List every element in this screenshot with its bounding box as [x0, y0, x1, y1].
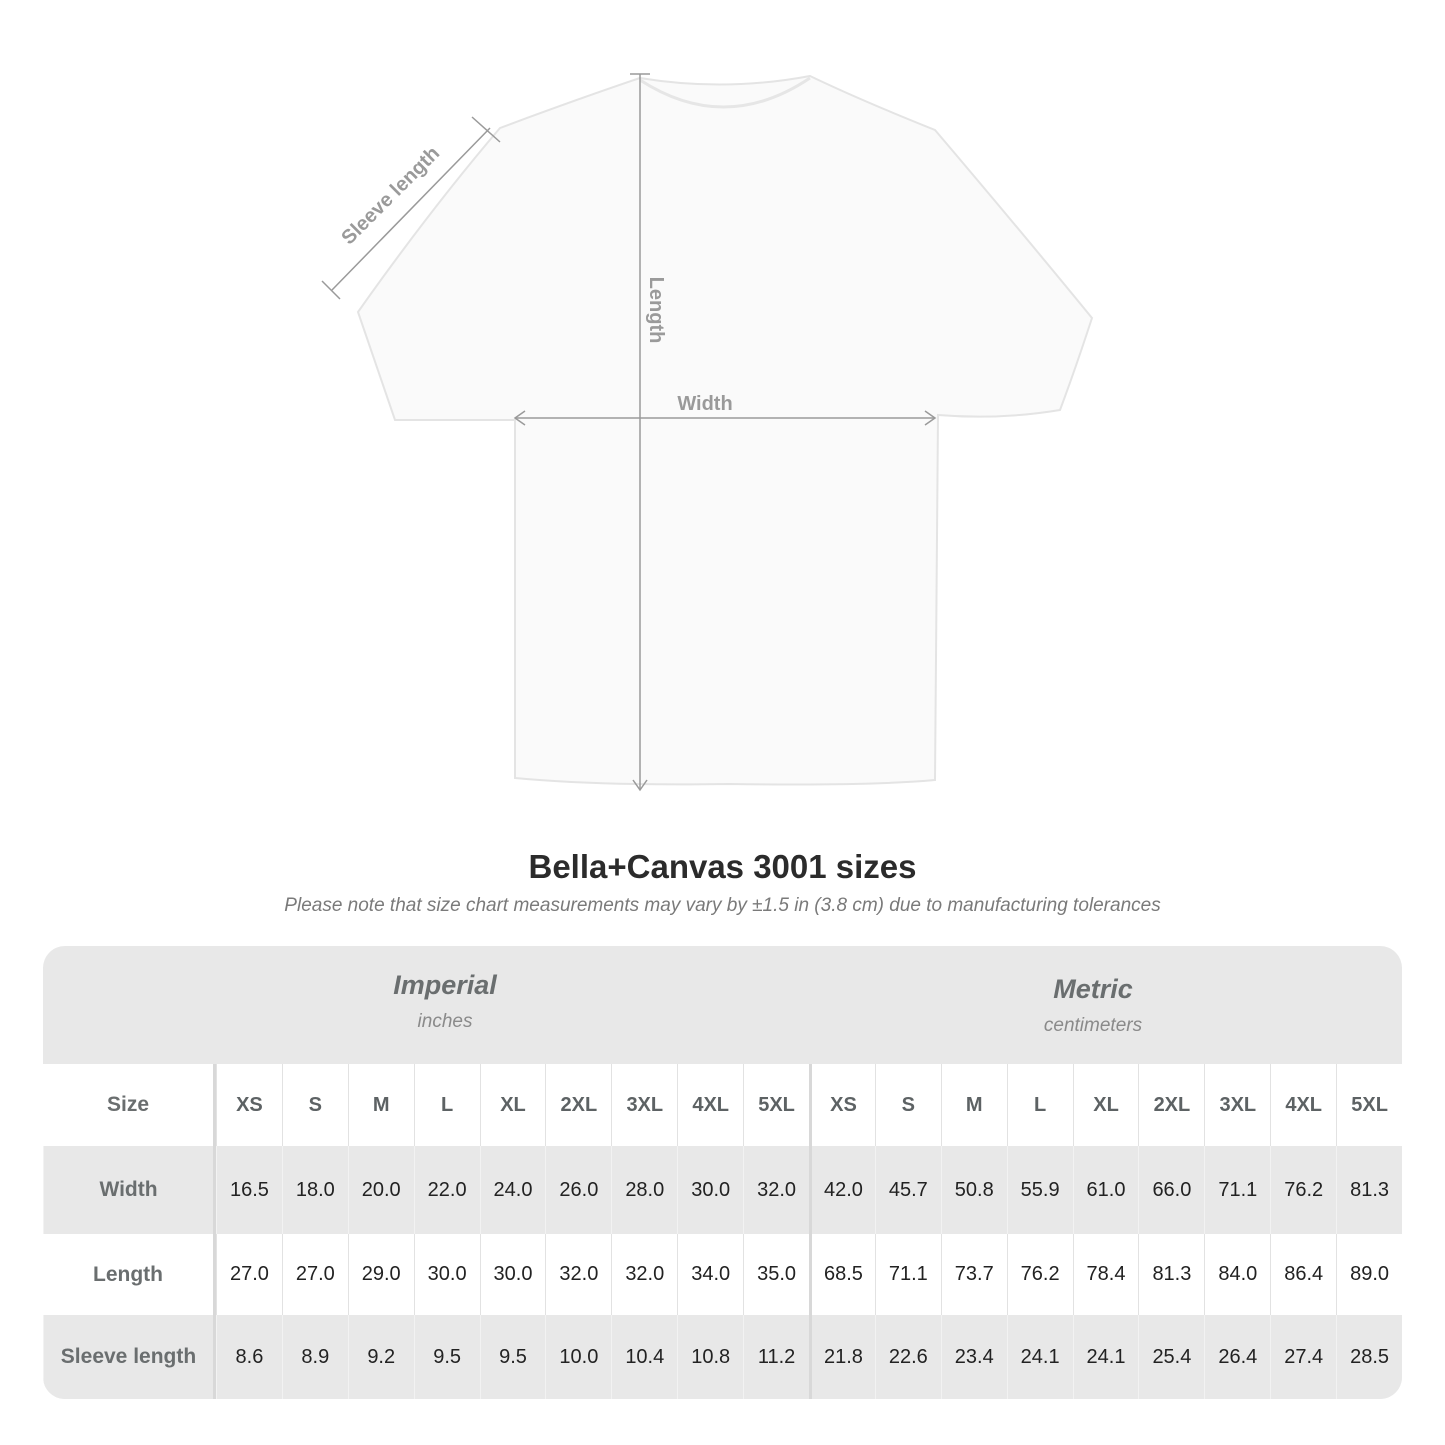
imperial-value-cell: 34.0: [677, 1234, 743, 1315]
imperial-size-header: 2XL: [545, 1064, 611, 1146]
metric-size-header: L: [1006, 1064, 1073, 1146]
metric-value-cell: 26.4: [1204, 1315, 1270, 1399]
imperial-value-cell: 8.9: [281, 1315, 348, 1399]
row-label: Length: [43, 1234, 216, 1315]
metric-value-cell: 24.1: [1072, 1315, 1139, 1399]
table-row: Length 27.0 27.0 29.0 30.0 30.0 32.0 32.0 34.0 35…: [43, 1234, 1402, 1315]
metric-value-cell: 55.9: [1006, 1146, 1073, 1234]
metric-value-cell: 81.3: [1138, 1234, 1204, 1315]
imperial-size-header: 4XL: [677, 1064, 743, 1146]
imperial-value-cell: 18.0: [281, 1146, 348, 1234]
tshirt-diagram: Sleeve length Length Width: [321, 73, 1094, 792]
imperial-value-cell: 8.6: [216, 1315, 282, 1399]
width-label: Width: [677, 393, 732, 415]
imperial-value-cell: 30.0: [413, 1234, 480, 1315]
imperial-header: Imperial inches: [195, 970, 695, 1033]
tshirt-collar: [639, 76, 811, 109]
metric-value-cell: 89.0: [1336, 1234, 1402, 1315]
metric-unit: centimeters: [1043, 1015, 1143, 1036]
imperial-value-cell: 24.0: [479, 1146, 546, 1234]
imperial-size-header: L: [413, 1064, 480, 1146]
metric-value-cell: 23.4: [940, 1315, 1007, 1399]
metric-value-cell: 27.4: [1270, 1315, 1336, 1399]
metric-size-header: 5XL: [1336, 1064, 1402, 1146]
imperial-value-cell: 27.0: [216, 1234, 282, 1315]
imperial-value-cell: 9.2: [347, 1315, 414, 1399]
metric-value-cell: 76.2: [1270, 1146, 1336, 1234]
imperial-value-cell: 32.0: [743, 1146, 809, 1234]
metric-size-header: XL: [1072, 1064, 1139, 1146]
imperial-value-cell: 10.0: [545, 1315, 611, 1399]
metric-value-cell: 50.8: [940, 1146, 1007, 1234]
imperial-value-cell: 26.0: [545, 1146, 611, 1234]
imperial-size-header: XS: [216, 1064, 282, 1146]
metric-value-cell: 71.1: [874, 1234, 941, 1315]
imperial-size-header: 3XL: [611, 1064, 677, 1146]
imperial-unit: inches: [417, 1011, 473, 1032]
imperial-value-cell: 27.0: [281, 1234, 348, 1315]
metric-value-cell: 45.7: [874, 1146, 941, 1234]
table-row: Width 16.5 18.0 20.0 22.0 24.0 26.0 28.0 30.0 32.…: [43, 1146, 1402, 1234]
imperial-value-cell: 10.4: [611, 1315, 677, 1399]
imperial-value-cell: 16.5: [216, 1146, 282, 1234]
imperial-size-header: XL: [479, 1064, 546, 1146]
imperial-value-cell: 22.0: [413, 1146, 480, 1234]
metric-header: Metric centimeters: [843, 974, 1343, 1037]
imperial-value-cell: 32.0: [545, 1234, 611, 1315]
size-table: Imperial inches Metric centimeters Size X…: [43, 946, 1402, 1399]
imperial-value-cell: 9.5: [479, 1315, 546, 1399]
metric-value-cell: 25.4: [1138, 1315, 1204, 1399]
length-label: Length: [645, 277, 667, 344]
metric-value-cell: 28.5: [1336, 1315, 1402, 1399]
metric-size-header: XS: [809, 1064, 875, 1146]
imperial-value-cell: 9.5: [413, 1315, 480, 1399]
metric-value-cell: 22.6: [874, 1315, 941, 1399]
row-label: Sleeve length: [43, 1315, 216, 1399]
metric-size-header: 4XL: [1270, 1064, 1336, 1146]
metric-size-header: 2XL: [1138, 1064, 1204, 1146]
imperial-value-cell: 30.0: [677, 1146, 743, 1234]
imperial-value-cell: 29.0: [347, 1234, 414, 1315]
metric-value-cell: 84.0: [1204, 1234, 1270, 1315]
imperial-size-header: S: [281, 1064, 348, 1146]
metric-value-cell: 78.4: [1072, 1234, 1139, 1315]
table-row: Sleeve length 8.6 8.9 9.2 9.5 9.5 10.0 10.4 10.8…: [43, 1315, 1402, 1399]
metric-size-header: M: [940, 1064, 1007, 1146]
imperial-title: Imperial: [393, 970, 497, 1000]
unit-header: Imperial inches Metric centimeters: [43, 946, 1402, 1064]
imperial-value-cell: 10.8: [677, 1315, 743, 1399]
tshirt-shape: [356, 74, 1094, 786]
imperial-value-cell: 28.0: [611, 1146, 677, 1234]
metric-size-header: 3XL: [1204, 1064, 1270, 1146]
page-title: Bella+Canvas 3001 sizes: [528, 848, 917, 885]
metric-value-cell: 68.5: [809, 1234, 875, 1315]
metric-value-cell: 21.8: [809, 1315, 875, 1399]
imperial-size-header: M: [347, 1064, 414, 1146]
metric-value-cell: 61.0: [1072, 1146, 1139, 1234]
row-label: Width: [43, 1146, 216, 1234]
metric-title: Metric: [1053, 974, 1133, 1004]
sleeve-arrow: [331, 127, 491, 291]
metric-value-cell: 24.1: [1006, 1315, 1073, 1399]
metric-value-cell: 66.0: [1138, 1146, 1204, 1234]
metric-value-cell: 76.2: [1006, 1234, 1073, 1315]
metric-value-cell: 73.7: [940, 1234, 1007, 1315]
metric-value-cell: 42.0: [809, 1146, 875, 1234]
size-label: Size: [43, 1064, 216, 1146]
imperial-value-cell: 32.0: [611, 1234, 677, 1315]
tolerance-note: Please note that size chart measurements…: [284, 895, 1161, 916]
imperial-value-cell: 35.0: [743, 1234, 809, 1315]
imperial-value-cell: 30.0: [479, 1234, 546, 1315]
metric-value-cell: 86.4: [1270, 1234, 1336, 1315]
imperial-value-cell: 11.2: [743, 1315, 809, 1399]
imperial-size-header: 5XL: [743, 1064, 809, 1146]
size-header-row: Size XS S M L XL 2XL 3XL 4XL 5XL XS S M L XL 2XL 3XL 4XL 5…: [43, 1064, 1402, 1146]
metric-value-cell: 71.1: [1204, 1146, 1270, 1234]
metric-size-header: S: [874, 1064, 941, 1146]
imperial-value-cell: 20.0: [347, 1146, 414, 1234]
metric-value-cell: 81.3: [1336, 1146, 1402, 1234]
